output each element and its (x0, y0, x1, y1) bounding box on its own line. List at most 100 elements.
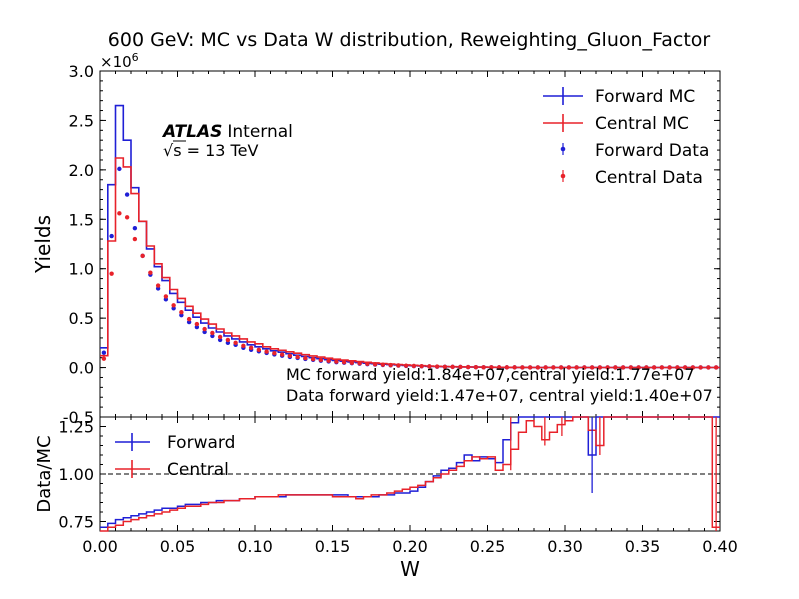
data-point-central-data (248, 345, 254, 350)
data-point-central-data (225, 337, 231, 343)
data-point-central-data (713, 365, 719, 370)
chart-title: 600 GeV: MC vs Data W distribution, Rewe… (108, 29, 711, 51)
data-point-central-data (582, 365, 587, 370)
data-point-central-data (644, 365, 649, 370)
main-y-tick-label: 2.5 (69, 111, 94, 130)
data-point-central-data (628, 365, 634, 370)
data-point-central-data (690, 365, 696, 370)
main-y-tick-label: -0.5 (63, 408, 94, 427)
data-point-central-data (217, 334, 223, 340)
data-point-central-data (543, 365, 548, 370)
data-point-central-data (388, 362, 393, 368)
energy-prefix: √s = (163, 141, 205, 160)
data-point-central-data (303, 355, 308, 361)
data-point-central-data (589, 365, 595, 370)
x-tick-label: 0.30 (547, 537, 583, 556)
data-point-central-data (597, 365, 603, 370)
data-point-central-data (450, 364, 455, 370)
data-point-central-data (481, 365, 486, 370)
mc-yield-annotation: MC forward yield:1.84e+07,central yield:… (286, 365, 695, 384)
data-point-central-data (489, 365, 494, 370)
data-point-central-data (682, 365, 688, 370)
data-point-forward-data (101, 350, 107, 355)
data-point-central-data (535, 365, 541, 370)
legend-label: Forward Data (595, 141, 709, 161)
y-axis-label-main: Yields (31, 215, 55, 274)
data-point-forward-data (132, 225, 138, 231)
data-point-central-data (620, 365, 626, 370)
atlas-status: Internal (227, 122, 293, 142)
data-point-central-data (504, 365, 510, 370)
data-point-central-data (334, 359, 339, 364)
data-point-central-data (496, 365, 502, 370)
data-point-central-data (551, 365, 556, 370)
x-tick-label: 0.20 (392, 537, 428, 556)
data-point-central-data (264, 349, 269, 354)
data-point-central-data (202, 326, 207, 332)
y-axis-label-ratio: Data/MC (34, 435, 55, 512)
data-point-central-data (419, 363, 424, 369)
main-y-tick-label: 3.0 (69, 62, 94, 81)
data-point-central-data (659, 365, 665, 370)
data-point-central-data (318, 357, 324, 363)
data-point-central-data (117, 211, 122, 216)
data-point-central-data (520, 365, 525, 370)
ratio-y-tick-label: 0.75 (58, 513, 94, 532)
data-point-forward-data (117, 166, 122, 172)
data-point-central-data (372, 362, 378, 367)
data-point-central-data (365, 361, 370, 367)
data-point-central-data (675, 365, 680, 370)
data-point-central-data (566, 365, 572, 370)
ratio-legend: Forward Central (115, 433, 235, 480)
data-point-central-data (403, 363, 409, 368)
data-point-central-data (434, 364, 440, 369)
data-point-central-data (574, 365, 579, 370)
data-point-central-data (155, 283, 161, 288)
main-series-layer (100, 104, 720, 370)
ratio-panel: 0.75 1.00 1.25 0.00 0.05 0.10 0.15 0.20 0.25 0.30… (34, 416, 738, 581)
data-point-central-data (210, 330, 215, 336)
data-point-central-data (109, 271, 114, 276)
svg-text:√s = 13 TeV: √s = 13 TeV (163, 141, 258, 160)
data-point-central-data (194, 321, 200, 327)
data-point-central-data (698, 365, 703, 370)
data-point-central-data (667, 365, 672, 370)
data-point-forward-data (124, 192, 130, 197)
data-point-central-data (427, 364, 432, 369)
data-point-central-data (473, 364, 479, 370)
x-tick-label: 0.10 (237, 537, 273, 556)
data-point-central-data (341, 360, 347, 365)
atlas-label: ATLAS Internal √s = 13 TeV (161, 122, 293, 160)
data-point-central-data (613, 365, 618, 370)
x-tick-label: 0.05 (160, 537, 196, 556)
data-point-central-data (163, 294, 169, 299)
ratio-legend-label: Central (167, 460, 229, 480)
legend-label: Central Data (595, 168, 703, 188)
main-y-tick-label: 1.0 (69, 260, 94, 279)
data-point-central-data (396, 363, 401, 368)
data-point-central-data (101, 356, 107, 361)
data-point-central-data (442, 364, 448, 369)
data-point-central-data (605, 365, 610, 370)
data-point-central-data (512, 365, 517, 370)
x-tick-label: 0.15 (315, 537, 351, 556)
x-tick-label: 0.40 (702, 537, 738, 556)
data-point-central-data (295, 354, 300, 360)
data-point-central-data (411, 363, 417, 369)
data-point-central-data (171, 303, 176, 308)
data-point-central-data (256, 347, 262, 352)
data-point-central-data (558, 365, 564, 370)
data-point-central-data (357, 361, 362, 366)
series-central-mc-line (100, 157, 720, 369)
data-point-central-data (186, 316, 192, 322)
data-point-forward-data (109, 233, 114, 239)
atlas-logo-text: ATLAS (161, 122, 222, 142)
data-point-central-data (148, 270, 153, 275)
x-axis-label: W (400, 557, 420, 581)
data-point-central-data (326, 358, 331, 363)
data-point-central-data (636, 365, 641, 370)
data-point-central-data (124, 215, 130, 220)
x-tick-label: 0.25 (470, 537, 506, 556)
